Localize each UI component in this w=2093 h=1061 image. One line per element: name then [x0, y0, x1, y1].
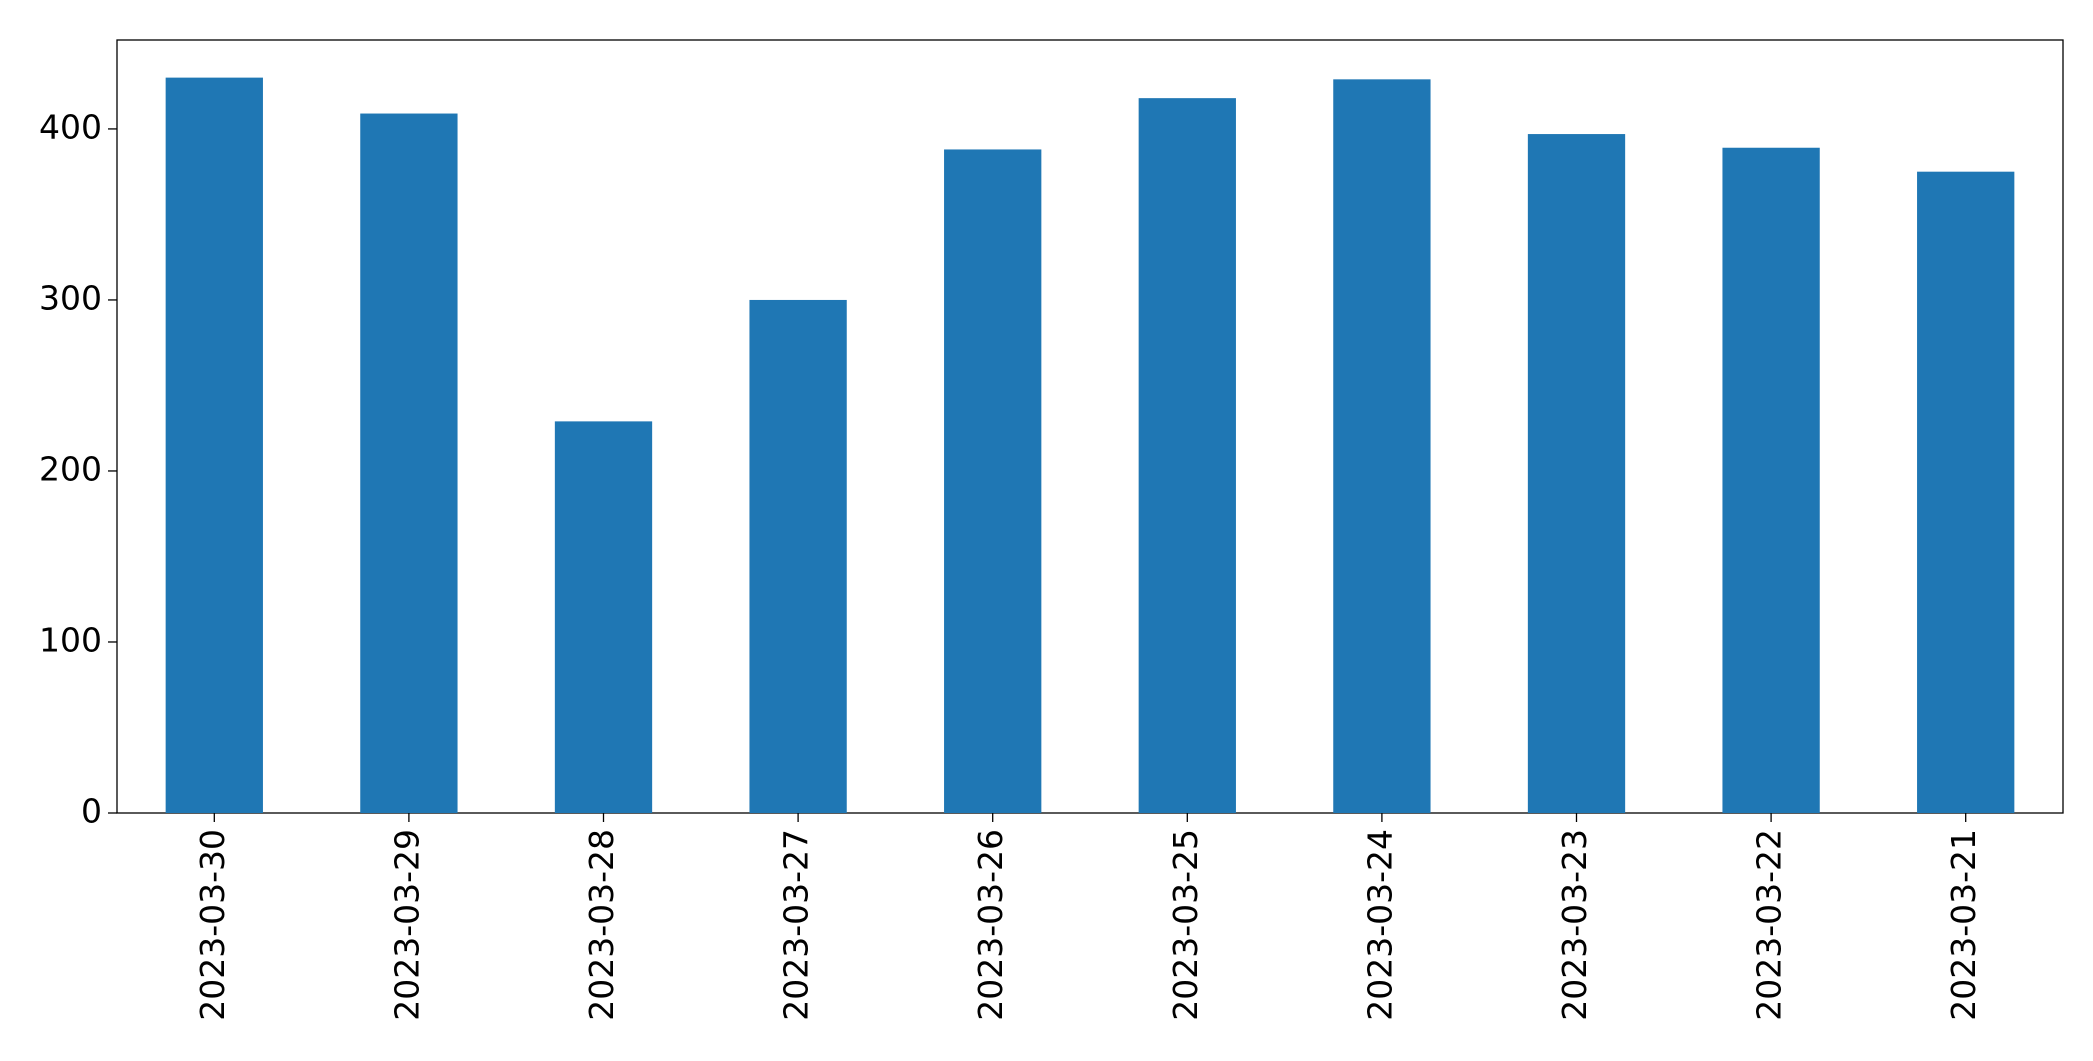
x-tick-label: 2023-03-22 [1750, 829, 1789, 1021]
bar [944, 149, 1042, 814]
bar [165, 77, 263, 813]
x-tick-label: 2023-03-25 [1166, 829, 1205, 1021]
y-tick-label: 0 [81, 792, 102, 831]
bar [1722, 147, 1820, 813]
x-tick-label: 2023-03-27 [777, 829, 816, 1021]
bar [1333, 79, 1431, 814]
bar [1527, 134, 1626, 813]
y-tick-label: 200 [39, 449, 102, 488]
bar [1917, 171, 2015, 814]
bar [749, 299, 847, 813]
x-tick-label: 2023-03-23 [1555, 829, 1594, 1021]
x-tick-label: 2023-03-21 [1944, 829, 1983, 1021]
y-tick-label: 400 [39, 107, 102, 146]
x-tick-label: 2023-03-24 [1360, 829, 1399, 1021]
axes-frame [116, 39, 2064, 814]
y-tick-label: 300 [39, 278, 102, 317]
x-tick-label: 2023-03-28 [582, 829, 621, 1021]
y-tick-label: 100 [39, 620, 102, 659]
x-tick-label: 2023-03-26 [971, 829, 1010, 1021]
bar [554, 421, 653, 813]
bar [360, 113, 458, 814]
x-tick-label: 2023-03-29 [387, 829, 426, 1021]
x-tick-label: 2023-03-30 [193, 829, 232, 1021]
bar [1138, 98, 1236, 814]
